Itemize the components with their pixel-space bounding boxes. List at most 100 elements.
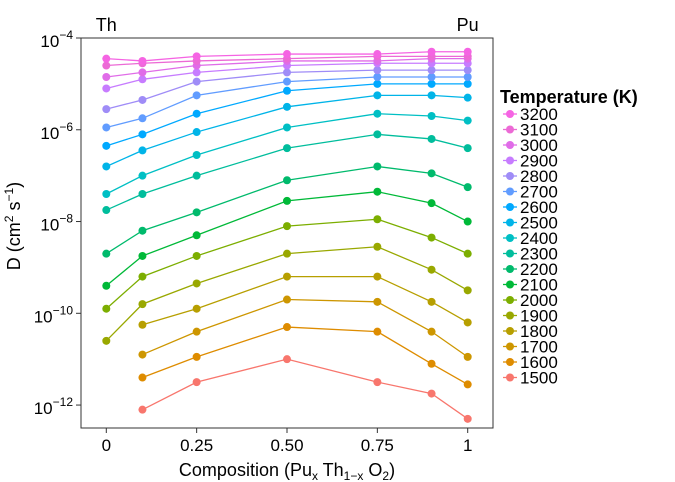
- data-point: [373, 327, 382, 336]
- legend-label: 1500: [520, 369, 558, 388]
- series-1900: [102, 242, 472, 345]
- x-axis-title: Composition (Pux Th1−x O2): [179, 460, 395, 482]
- legend-key-dot: [506, 358, 514, 366]
- data-point: [138, 130, 147, 139]
- legend-label: 3000: [520, 136, 558, 155]
- data-point: [373, 91, 382, 100]
- data-point: [427, 389, 436, 398]
- data-point: [427, 66, 436, 75]
- legend-label: 1600: [520, 353, 558, 372]
- legend-key-dot: [506, 203, 514, 211]
- legend-item: 2400: [503, 229, 558, 248]
- data-point: [373, 79, 382, 88]
- data-point: [373, 378, 382, 387]
- legend-key-dot: [506, 141, 514, 149]
- legend-key-dot: [506, 218, 514, 227]
- data-point: [427, 112, 436, 120]
- series-2000: [102, 215, 472, 313]
- data-point: [283, 50, 291, 59]
- data-point: [283, 77, 291, 86]
- data-point: [138, 272, 147, 281]
- data-point: [463, 380, 472, 389]
- legend-item: 2000: [503, 291, 558, 310]
- data-point: [283, 249, 291, 258]
- data-point: [138, 68, 147, 77]
- data-point: [463, 79, 472, 88]
- series-2100: [102, 187, 472, 290]
- data-point: [373, 66, 382, 75]
- y-tick-label: 10−4: [40, 28, 73, 51]
- data-point: [463, 183, 472, 192]
- data-point: [102, 162, 111, 171]
- series-1600: [138, 323, 472, 389]
- legend-item: 1800: [503, 322, 558, 341]
- data-point: [373, 272, 382, 281]
- data-point: [373, 73, 382, 81]
- data-point: [102, 84, 111, 93]
- data-point: [463, 116, 472, 125]
- legend: Temperature (K) 320031003000290028002700…: [500, 87, 638, 388]
- data-point: [427, 359, 436, 368]
- y-axis-title: D (cm2 s−1): [2, 182, 24, 270]
- data-point: [373, 187, 382, 196]
- data-point: [192, 327, 201, 336]
- data-point: [283, 323, 291, 332]
- legend-key-dot: [506, 249, 514, 258]
- data-point: [463, 217, 472, 226]
- legend-item: 2100: [503, 276, 558, 295]
- legend-label: 2100: [520, 276, 558, 295]
- y-axis: 10−12 10−10 10−8 10−6 10−4: [34, 28, 81, 418]
- legend-item: 1900: [503, 307, 558, 326]
- y-tick-label: 10−6: [40, 120, 73, 143]
- series-2700: [102, 73, 472, 132]
- data-point: [138, 405, 147, 414]
- data-point: [463, 93, 472, 102]
- data-point: [373, 130, 382, 139]
- data-point: [192, 91, 201, 100]
- data-point: [102, 123, 111, 132]
- y-tick-label: 10−8: [40, 212, 73, 235]
- legend-label: 2500: [520, 214, 558, 233]
- data-point: [138, 75, 147, 84]
- data-point: [463, 286, 472, 295]
- legend-label: 3100: [520, 121, 558, 140]
- data-point: [192, 171, 201, 180]
- legend-label: 2400: [520, 229, 558, 248]
- legend-item: 2900: [503, 152, 558, 171]
- legend-key-dot: [506, 187, 514, 196]
- data-point: [283, 295, 291, 304]
- data-point: [192, 279, 201, 288]
- legend-label: 1900: [520, 307, 558, 326]
- data-point: [427, 199, 436, 208]
- data-point: [427, 297, 436, 306]
- data-point: [283, 196, 291, 205]
- legend-item: 1600: [503, 353, 558, 372]
- legend-item: 2600: [503, 198, 558, 217]
- top-label: Pu: [457, 15, 479, 35]
- data-point: [192, 251, 201, 260]
- data-point: [138, 95, 147, 104]
- legend-label: 1700: [520, 338, 558, 357]
- series-3200: [102, 47, 472, 65]
- data-point: [283, 68, 291, 77]
- data-point: [192, 208, 201, 217]
- data-point: [102, 249, 111, 258]
- data-point: [463, 73, 472, 81]
- data-point: [427, 91, 436, 100]
- legend-label: 2200: [520, 260, 558, 279]
- legend-label: 2700: [520, 183, 558, 202]
- data-point: [102, 190, 111, 198]
- legend-item: 3200: [503, 105, 558, 124]
- data-point: [463, 249, 472, 258]
- series-line: [142, 275, 469, 326]
- legend-label: 2900: [520, 152, 558, 171]
- data-point: [283, 102, 291, 111]
- data-point: [102, 105, 111, 114]
- data-point: [102, 73, 111, 81]
- series-1500: [138, 355, 472, 423]
- data-point: [427, 265, 436, 274]
- data-point: [283, 123, 291, 132]
- data-point: [427, 169, 436, 178]
- data-point: [138, 171, 147, 180]
